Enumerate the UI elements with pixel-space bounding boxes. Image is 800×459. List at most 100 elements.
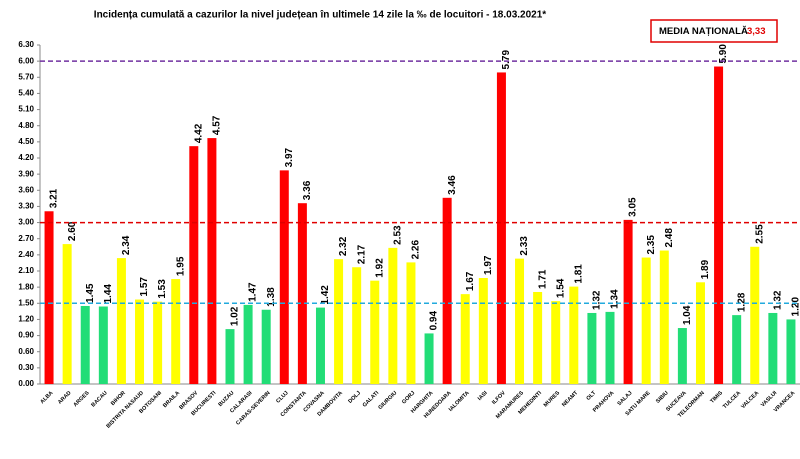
value-label: 5.79: [501, 50, 512, 70]
value-label: 2.32: [338, 236, 349, 256]
bar: [714, 66, 724, 385]
bar: [189, 146, 199, 384]
bar: [424, 333, 434, 384]
y-tick-label: 2.70: [18, 234, 34, 243]
bar: [750, 246, 760, 384]
bar: [261, 309, 271, 384]
value-label: 2.55: [754, 224, 765, 244]
bar: [98, 306, 108, 384]
x-tick-label: ARGES: [73, 390, 91, 408]
x-tick-label: CARAS-SEVERIN: [235, 390, 271, 426]
bar: [677, 328, 687, 384]
value-label: 1.02: [230, 306, 241, 326]
y-tick-label: 2.40: [18, 250, 34, 259]
x-tick-label: GORJ: [401, 390, 416, 405]
bar: [62, 244, 72, 384]
x-tick-label: IASI: [477, 390, 489, 402]
bar: [623, 219, 633, 384]
bar: [315, 307, 325, 384]
bar: [352, 267, 362, 384]
x-tick-label: SALAJ: [617, 390, 634, 407]
bar: [334, 259, 344, 384]
y-tick-label: 0.00: [18, 379, 34, 388]
x-tick-label: OLT: [586, 390, 598, 402]
x-tick-label: CLUJ: [275, 390, 289, 404]
value-label: 1.34: [610, 289, 621, 309]
y-tick-label: 2.10: [18, 266, 34, 275]
y-tick-label: 6.30: [18, 40, 34, 49]
bar: [80, 305, 90, 384]
value-label: 1.54: [555, 278, 566, 298]
value-label: 2.53: [392, 225, 403, 245]
value-label: 1.04: [682, 305, 693, 325]
value-label: 1.92: [374, 258, 385, 278]
bar: [515, 258, 525, 384]
value-label: 1.95: [175, 256, 186, 276]
y-tick-label: 0.30: [18, 363, 34, 372]
bar: [478, 277, 488, 384]
value-label: 1.89: [700, 259, 711, 279]
x-tick-label: ARAD: [57, 390, 72, 405]
y-tick-label: 3.90: [18, 169, 34, 178]
y-tick-label: 1.80: [18, 282, 34, 291]
x-tick-label: MURES: [543, 390, 562, 409]
bar: [659, 250, 669, 384]
value-label: 1.32: [772, 290, 783, 310]
y-tick-label: 0.60: [18, 347, 34, 356]
x-tick-label: ALBA: [39, 390, 54, 405]
y-tick-label: 1.50: [18, 298, 34, 307]
x-tick-label: SIBIU: [655, 390, 670, 405]
y-tick-label: 5.70: [18, 72, 34, 81]
y-tick-label: 4.20: [18, 153, 34, 162]
bar: [533, 291, 543, 384]
bar: [135, 299, 145, 384]
average-box: [650, 19, 778, 43]
bar: [641, 257, 651, 384]
value-label: 1.28: [736, 292, 747, 312]
value-label: 1.57: [139, 277, 150, 297]
y-tick-label: 1.20: [18, 315, 34, 324]
value-label: 2.33: [519, 236, 530, 256]
x-tick-label: ILFOV: [491, 390, 507, 406]
value-label: 3.46: [447, 175, 458, 195]
average-label: MEDIA NAȚIONALĂ: [659, 26, 748, 37]
x-tick-label: BIHOR: [110, 390, 127, 407]
x-tick-label: VALCEA: [740, 390, 760, 410]
bar: [496, 72, 506, 384]
x-tick-label: DOLJ: [347, 390, 362, 405]
x-tick-label: TIMIS: [709, 390, 724, 405]
bar: [786, 319, 796, 384]
x-tick-label: BACAU: [90, 390, 108, 408]
y-tick-label: 3.30: [18, 202, 34, 211]
chart-title: Incidența cumulată a cazurilor la nivel …: [94, 10, 546, 21]
value-label: 1.44: [103, 284, 114, 304]
value-label: 2.17: [356, 244, 367, 264]
y-tick-label: 4.80: [18, 121, 34, 130]
value-label: 3.36: [302, 180, 313, 200]
value-label: 1.45: [85, 283, 96, 303]
x-tick-label: NEAMT: [561, 390, 580, 409]
bar: [279, 170, 289, 384]
bar: [44, 211, 54, 384]
bar: [551, 301, 561, 384]
bar: [569, 286, 579, 384]
bar: [442, 197, 452, 384]
value-label: 0.94: [429, 311, 440, 331]
y-tick-label: 4.50: [18, 137, 34, 146]
x-tick-label: TULCEA: [722, 390, 742, 410]
y-tick-label: 6.00: [18, 56, 34, 65]
value-label: 1.42: [320, 285, 331, 305]
bar: [732, 315, 742, 384]
value-label: 2.35: [646, 235, 657, 255]
bar: [171, 279, 181, 384]
value-label: 2.48: [664, 228, 675, 248]
bar: [297, 203, 307, 384]
value-label: 3.21: [49, 188, 60, 208]
value-label: 2.26: [411, 239, 422, 259]
bar: [695, 282, 705, 384]
bar: [406, 262, 416, 384]
value-label: 3.97: [284, 147, 295, 167]
value-label: 1.97: [483, 255, 494, 275]
y-tick-label: 3.00: [18, 218, 34, 227]
value-label: 1.81: [573, 264, 584, 284]
